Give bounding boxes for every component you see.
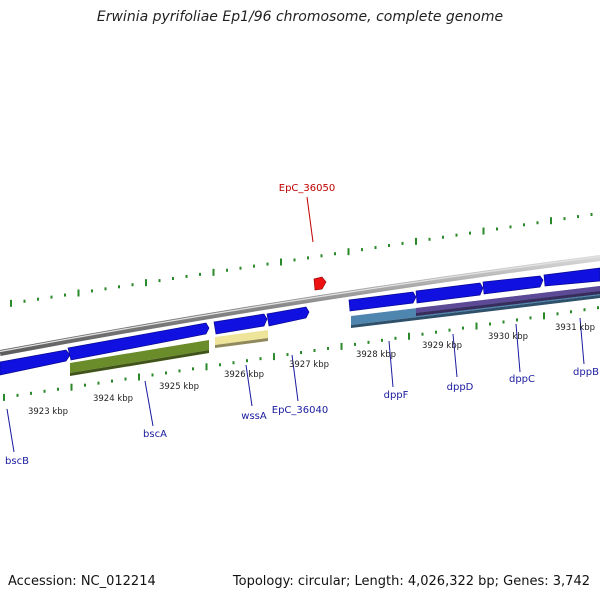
gene-arrow-bscA[interactable] [67,322,210,361]
scale-labels: 3923 kbp 3924 kbp 3925 kbp 3926 kbp 3927 kbp… [28,323,595,417]
scale-label: 3926 kbp [224,370,264,380]
feature-band-wssA-edge [215,338,268,348]
leader-line [388,340,394,388]
scale-label: 3927 kbp [289,360,329,370]
leader-line [245,364,253,407]
gene-arrow-dppF[interactable] [348,291,417,312]
accession-label: Accession: NC_012214 [8,574,156,589]
gene-label-dppC[interactable]: dppC [509,374,535,385]
gene-arrow-dppD[interactable] [415,282,484,304]
scale-label: 3930 kbp [488,332,528,342]
gene-label-dppF[interactable]: dppF [384,390,409,401]
chromosome-backbone-highlight [0,255,600,353]
leader-line [6,408,15,453]
feature-layer [0,267,600,376]
chromosome-backbone [0,255,600,356]
feature-band-dpp-edge [351,295,600,328]
gene-arrow-wssA[interactable] [213,313,268,335]
gene-label-EpC_36040[interactable]: EpC_36040 [272,405,328,416]
gene-label-bscA[interactable]: bscA [143,429,167,440]
scale-label: 3925 kbp [159,382,199,392]
scale-label: 3923 kbp [28,407,68,417]
leader-line [306,196,314,243]
leader-line [144,380,154,427]
feature-band-bscA-edge [70,350,209,376]
gene-labels: bscB bscA wssA EpC_36040 dppF dppD dppC dppB EpC… [5,183,599,467]
feature-band-bscA[interactable] [70,340,209,373]
feature-band-dpp-variation-edge [416,291,600,316]
gene-arrow-dppC[interactable] [482,275,544,295]
gene-arrow-EpC_36040[interactable] [266,306,310,327]
upper-dotted-track [10,213,593,307]
leader-lines [6,196,585,453]
leader-line [291,354,299,402]
gene-label-wssA[interactable]: wssA [241,411,267,422]
scale-label: 3924 kbp [93,394,133,404]
gene-arrow-bscB[interactable] [0,349,71,376]
scale-label: 3931 kbp [555,323,595,333]
gene-label-dppB[interactable]: dppB [573,367,599,378]
scale-label: 3929 kbp [422,341,462,351]
gene-label-bscB[interactable]: bscB [5,456,29,467]
feature-band-dpp-variation[interactable] [416,286,600,313]
topology-label: Topology: circular; Length: 4,026,322 bp… [232,574,590,589]
gene-label-dppD[interactable]: dppD [447,382,474,393]
gene-arrow-EpC_36050[interactable] [313,276,327,291]
lower-dotted-track [3,306,599,401]
gene-label-highlight[interactable]: EpC_36050 [279,183,335,194]
map-title: Erwinia pyrifoliae Ep1/96 chromosome, co… [96,9,504,25]
leader-line [515,323,521,373]
scale-label: 3928 kbp [356,350,396,360]
leader-line [579,317,585,365]
leader-line [452,333,458,378]
gene-arrow-dppB[interactable] [543,267,600,287]
feature-band-wssA[interactable] [215,330,268,345]
